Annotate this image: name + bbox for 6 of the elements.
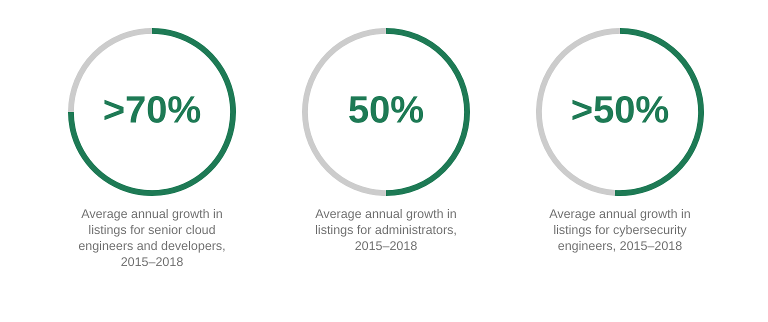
text: >50% [570, 89, 670, 132]
text: >70% [102, 89, 202, 132]
text: Average annual growth in listings for administrators, 2015–2018 [314, 206, 458, 254]
text: 50% [348, 89, 424, 132]
text: Average annual growth in listings for senior cloud engineers and developers, 2015–2018 [77, 206, 227, 270]
text: Average annual growth in listings for cybersecurity engineers, 2015–2018 [548, 206, 692, 254]
